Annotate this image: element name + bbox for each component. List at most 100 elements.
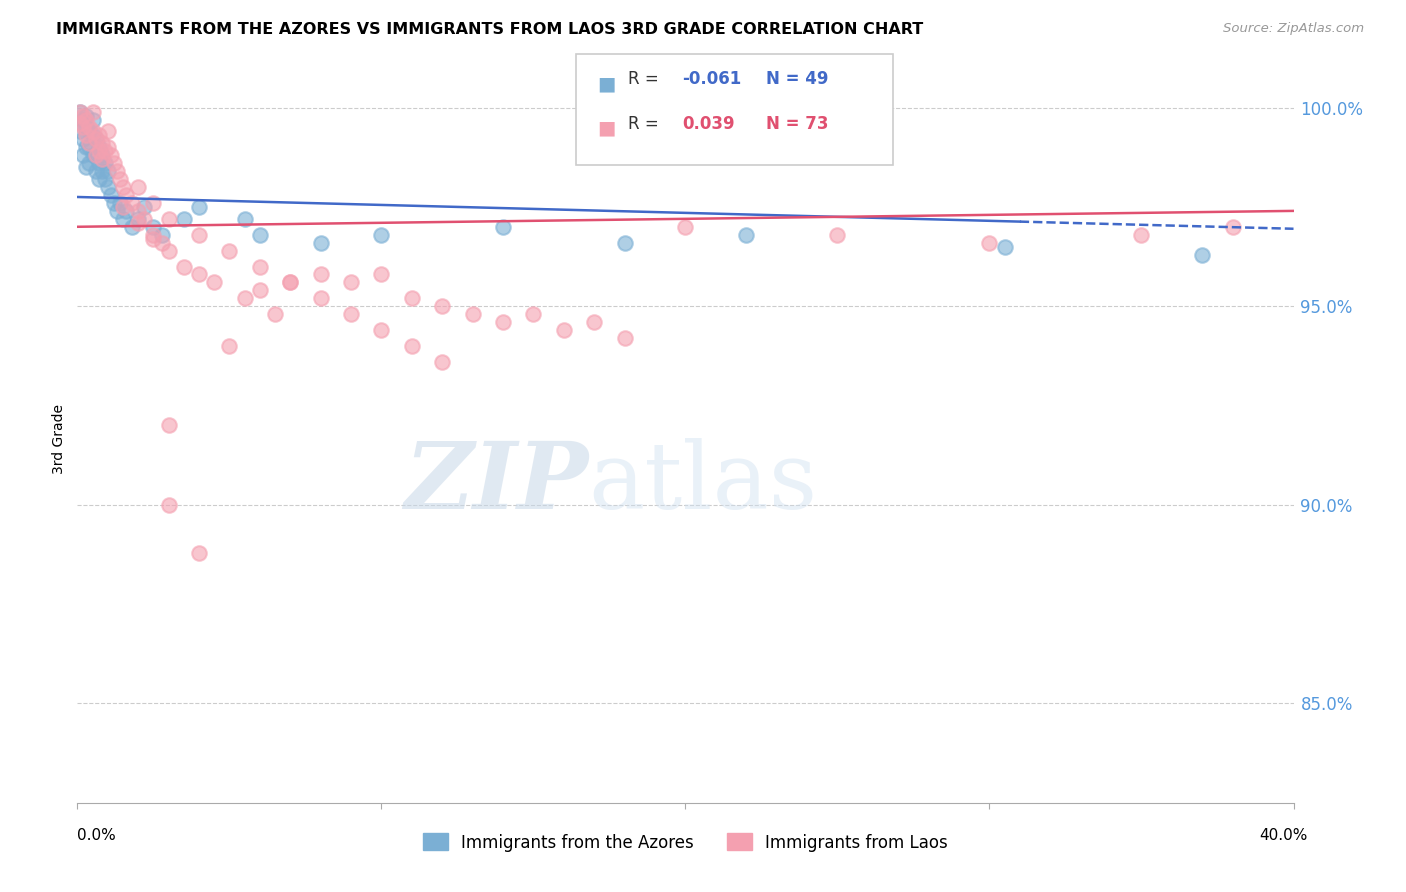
- Point: [108, 196, 131, 211]
- Point: [90, 153, 112, 167]
- Point: [90, 164, 112, 178]
- Point: [370, 227, 392, 242]
- Point: [430, 299, 453, 313]
- Point: [278, 276, 301, 290]
- Point: [75, 160, 97, 174]
- Point: [134, 200, 156, 214]
- Point: [1130, 227, 1153, 242]
- Point: [309, 235, 332, 250]
- Point: [100, 148, 122, 162]
- Point: [309, 291, 332, 305]
- Point: [127, 211, 149, 226]
- Text: N = 49: N = 49: [766, 70, 828, 88]
- Point: [430, 355, 453, 369]
- Point: [188, 200, 211, 214]
- Point: [370, 323, 392, 337]
- Point: [401, 291, 423, 305]
- Point: [249, 283, 271, 297]
- Point: [173, 260, 195, 274]
- Point: [79, 156, 101, 170]
- Point: [87, 140, 110, 154]
- Point: [401, 339, 423, 353]
- Point: [72, 148, 94, 162]
- Point: [218, 244, 240, 258]
- Y-axis label: 3rd Grade: 3rd Grade: [52, 404, 66, 475]
- Text: R =: R =: [628, 115, 669, 133]
- Point: [142, 196, 165, 211]
- Point: [583, 315, 606, 329]
- Text: 0.039: 0.039: [682, 115, 734, 133]
- Point: [75, 140, 97, 154]
- Point: [979, 235, 1001, 250]
- Point: [79, 136, 101, 151]
- Point: [157, 211, 180, 226]
- Point: [233, 291, 256, 305]
- Point: [613, 235, 636, 250]
- Point: [264, 307, 287, 321]
- Text: N = 73: N = 73: [766, 115, 828, 133]
- Point: [79, 140, 101, 154]
- Point: [249, 260, 271, 274]
- Point: [75, 120, 97, 135]
- Point: [111, 211, 134, 226]
- Point: [87, 156, 110, 170]
- Point: [108, 172, 131, 186]
- Point: [994, 240, 1017, 254]
- Point: [97, 164, 120, 178]
- Point: [69, 104, 91, 119]
- Point: [278, 276, 301, 290]
- Point: [1222, 219, 1244, 234]
- Point: [103, 196, 125, 211]
- Text: ZIP: ZIP: [404, 438, 588, 528]
- Point: [69, 104, 91, 119]
- Point: [492, 315, 515, 329]
- Point: [142, 227, 165, 242]
- Point: [157, 244, 180, 258]
- Point: [735, 227, 758, 242]
- Point: [82, 128, 104, 143]
- Point: [84, 132, 107, 146]
- Point: [111, 180, 134, 194]
- Point: [90, 148, 112, 162]
- Point: [75, 128, 97, 143]
- Point: [72, 109, 94, 123]
- Point: [340, 307, 363, 321]
- Point: [105, 203, 128, 218]
- Point: [111, 200, 134, 214]
- Point: [84, 148, 107, 162]
- Point: [115, 203, 138, 218]
- Point: [127, 216, 149, 230]
- Point: [553, 323, 575, 337]
- Point: [233, 211, 256, 226]
- Point: [72, 112, 94, 127]
- Point: [115, 188, 138, 202]
- Point: [100, 188, 122, 202]
- Point: [127, 180, 149, 194]
- Point: [82, 112, 104, 127]
- Text: ■: ■: [598, 74, 616, 93]
- Point: [103, 156, 125, 170]
- Text: 40.0%: 40.0%: [1260, 828, 1308, 843]
- Point: [309, 268, 332, 282]
- Point: [79, 120, 101, 135]
- Point: [84, 148, 107, 162]
- Point: [97, 140, 120, 154]
- Point: [134, 211, 156, 226]
- Point: [82, 148, 104, 162]
- Point: [675, 219, 697, 234]
- Point: [370, 268, 392, 282]
- Point: [93, 172, 115, 186]
- Text: Source: ZipAtlas.com: Source: ZipAtlas.com: [1223, 22, 1364, 36]
- Text: IMMIGRANTS FROM THE AZORES VS IMMIGRANTS FROM LAOS 3RD GRADE CORRELATION CHART: IMMIGRANTS FROM THE AZORES VS IMMIGRANTS…: [56, 22, 924, 37]
- Point: [461, 307, 484, 321]
- Point: [84, 164, 107, 178]
- Point: [105, 164, 128, 178]
- Point: [1191, 247, 1213, 261]
- Text: ■: ■: [598, 119, 616, 137]
- Point: [75, 112, 97, 127]
- Point: [613, 331, 636, 345]
- Point: [157, 418, 180, 433]
- Point: [72, 132, 94, 146]
- Point: [827, 227, 849, 242]
- Point: [127, 203, 149, 218]
